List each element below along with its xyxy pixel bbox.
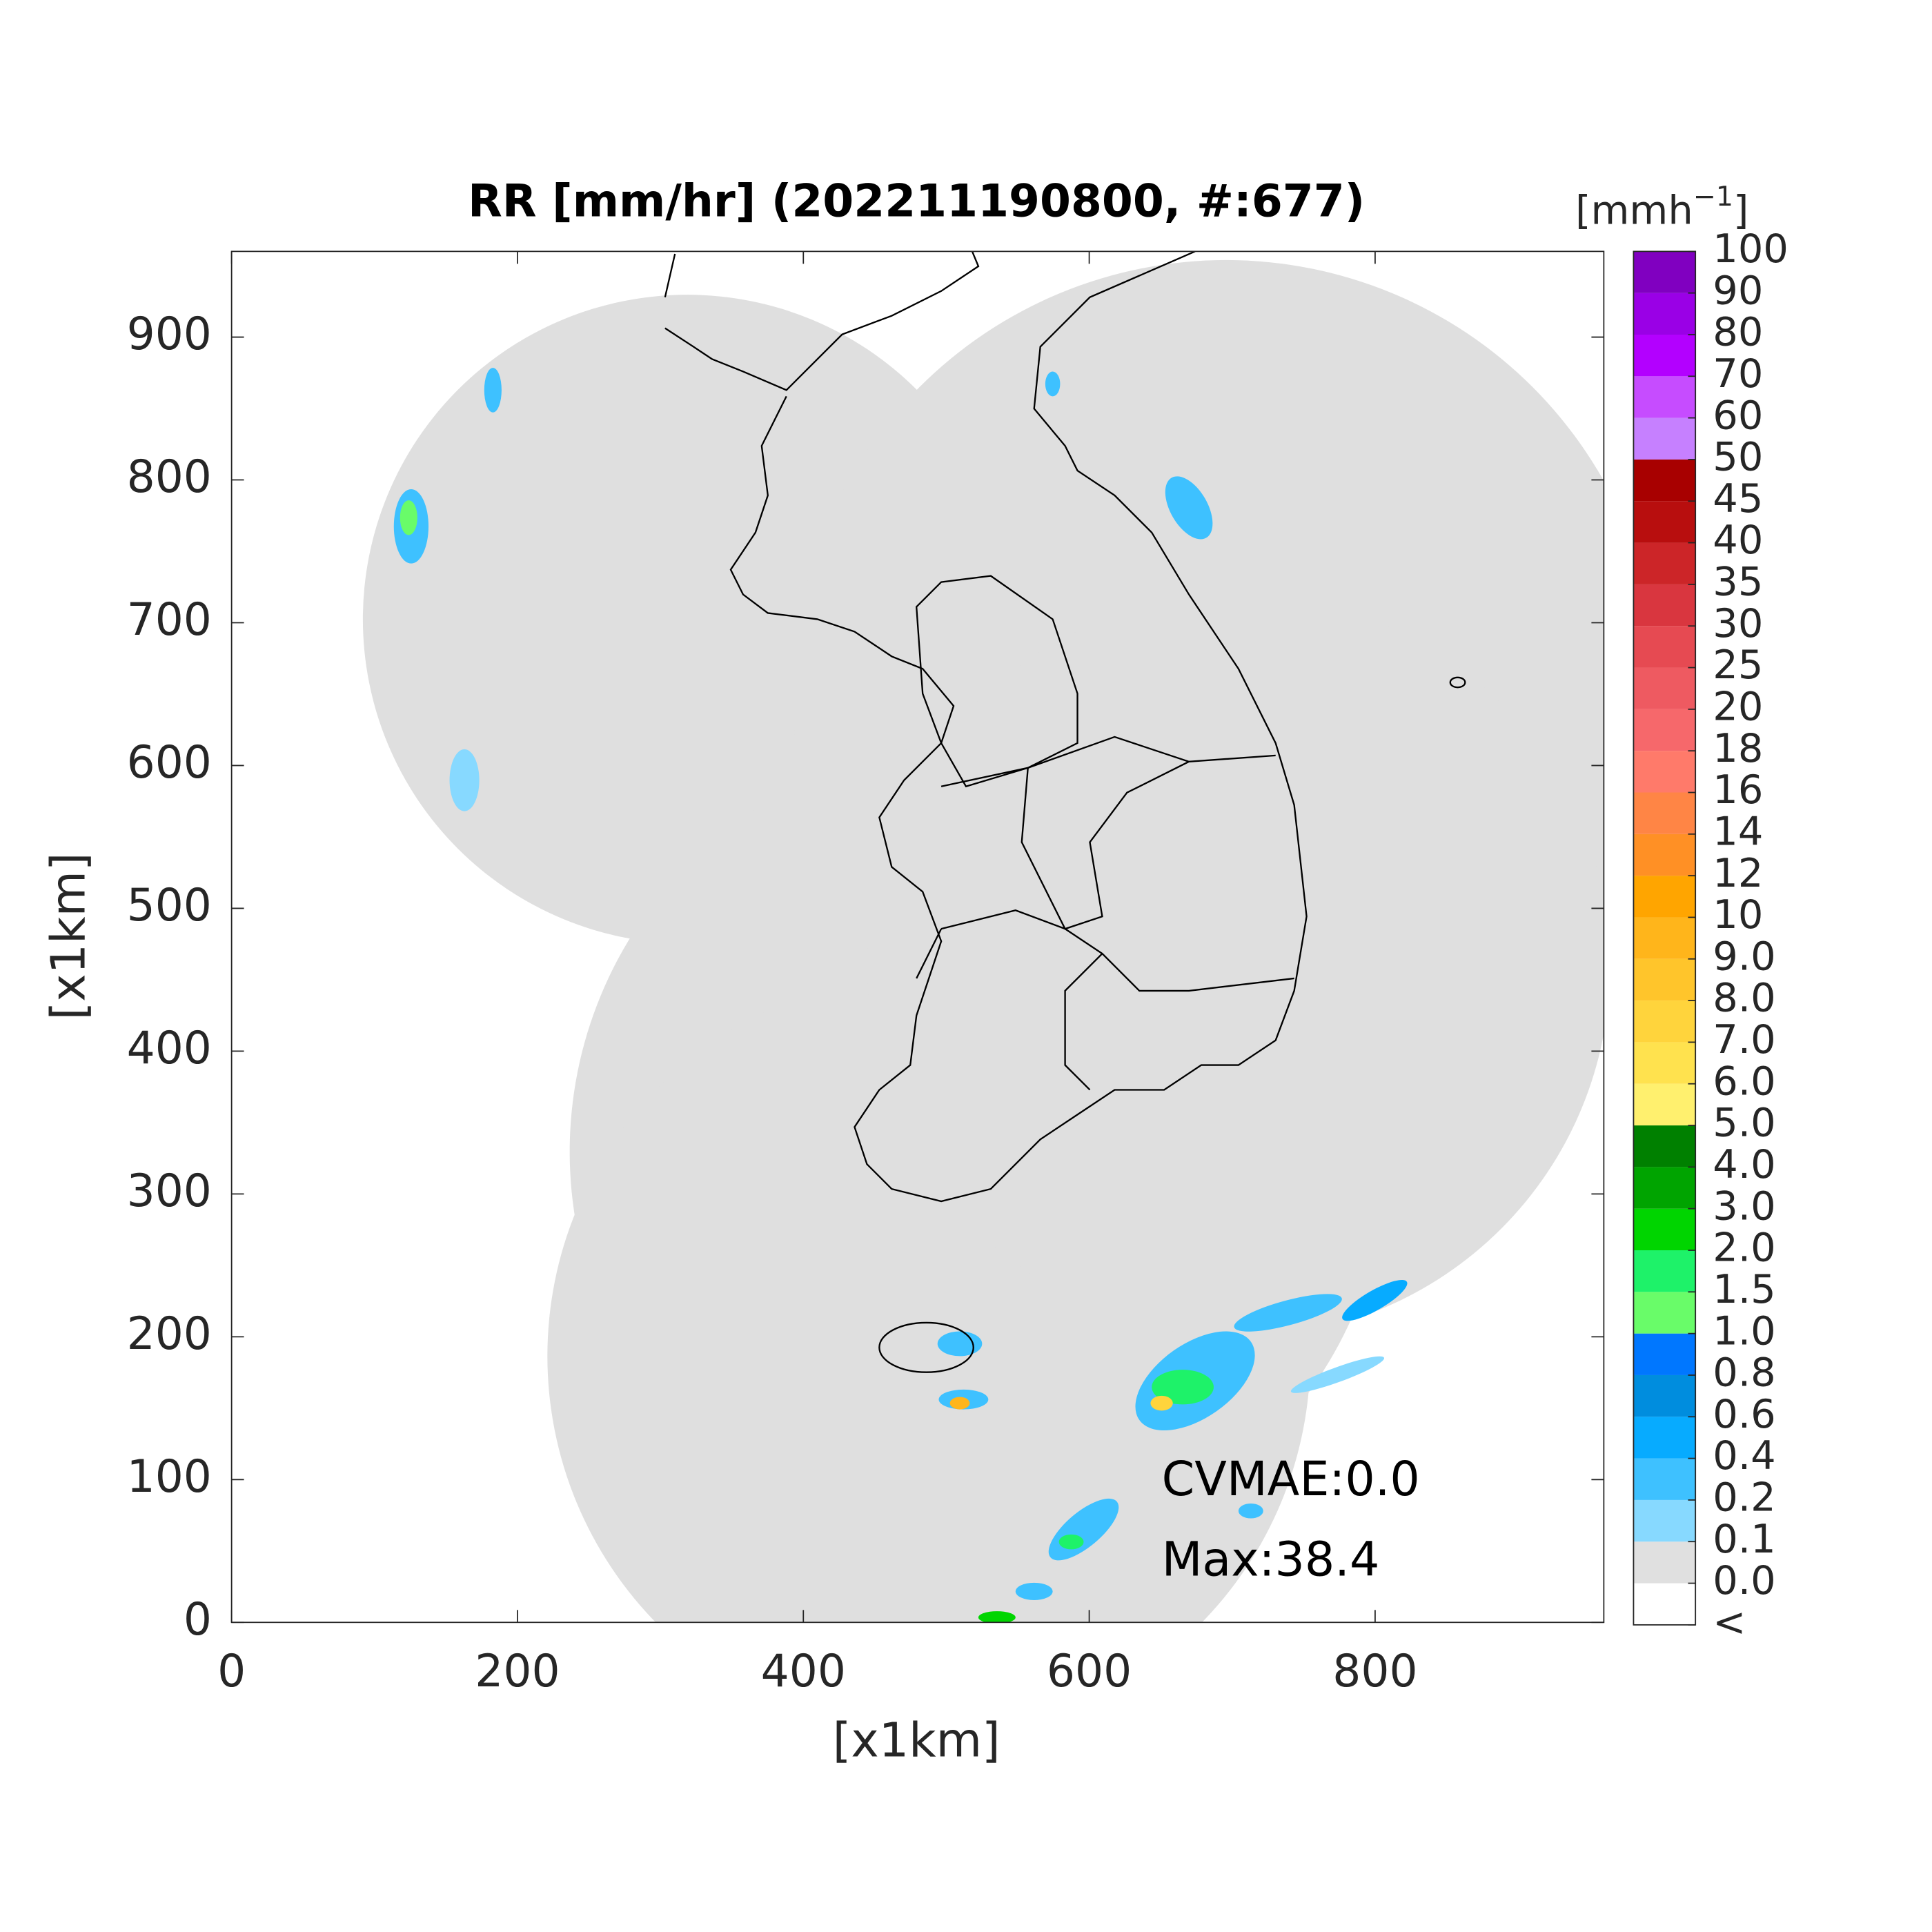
colorbar-segment (1633, 1292, 1696, 1334)
colorbar-segment (1633, 751, 1696, 793)
colorbar-tick-label: 8.0 (1713, 975, 1775, 1021)
colorbar-tick-label: 0.1 (1713, 1516, 1775, 1562)
colorbar-tick-label: 2.0 (1713, 1225, 1775, 1271)
colorbar-label-sup: −1 (1693, 181, 1733, 213)
colorbar-tick-label: 3.0 (1713, 1183, 1775, 1229)
x-tick-label: 200 (475, 1646, 560, 1697)
x-tick-label: 600 (1047, 1646, 1132, 1697)
colorbar-segment (1633, 334, 1696, 377)
colorbar-tick-label: 4.0 (1713, 1141, 1775, 1187)
annotation: CVMAE:0.0 (1162, 1452, 1420, 1507)
colorbar-segment (1633, 1417, 1696, 1459)
colorbar-segment (1633, 792, 1696, 834)
colorbar-tick-label: 16 (1713, 767, 1763, 813)
y-tick-label: 0 (184, 1594, 212, 1646)
colorbar-tick-label: 18 (1713, 725, 1763, 771)
colorbar-segment (1633, 459, 1696, 502)
colorbar-segment (1633, 1000, 1696, 1043)
y-axis-label: [x1km] (42, 852, 97, 1020)
x-tick-label: 0 (217, 1646, 246, 1697)
colorbar-tick-label: 6.0 (1713, 1058, 1775, 1104)
colorbar-tick-label: 50 (1713, 434, 1763, 480)
colorbar-tick-label: 0.8 (1713, 1350, 1775, 1396)
colorbar-segment (1633, 1125, 1696, 1167)
colorbar-segment (1633, 876, 1696, 918)
colorbar-segment (1633, 709, 1696, 751)
colorbar-segment (1633, 958, 1696, 1001)
colorbar-segment (1633, 1208, 1696, 1251)
colorbar-segment (1633, 1042, 1696, 1084)
colorbar-tick-label: 10 (1713, 891, 1763, 938)
colorbar-segment (1633, 1458, 1696, 1500)
colorbar-segment (1633, 626, 1696, 668)
y-tick-label: 800 (127, 451, 212, 503)
colorbar-tick-label: 90 (1713, 267, 1763, 313)
colorbar-tick-label: < (1713, 1599, 1746, 1645)
colorbar-tick-label: 100 (1713, 226, 1788, 272)
colorbar-tick-label: 40 (1713, 517, 1763, 563)
y-tick-label: 700 (127, 594, 212, 646)
colorbar-frame (1633, 250, 1697, 1626)
colorbar-tick-label: 60 (1713, 392, 1763, 438)
colorbar-tick-label: 80 (1713, 309, 1763, 355)
y-tick-label: 500 (127, 880, 212, 931)
colorbar-tick-label: 7.0 (1713, 1016, 1775, 1063)
colorbar-tick-label: 20 (1713, 683, 1763, 729)
annotation: Max:38.4 (1162, 1533, 1380, 1588)
y-tick-label: 600 (127, 737, 212, 789)
radar-coverage (362, 260, 1604, 1623)
y-tick-label: 100 (127, 1451, 212, 1503)
x-tick-label: 800 (1332, 1646, 1417, 1697)
colorbar-segment (1633, 1333, 1696, 1375)
colorbar-segment (1633, 1083, 1696, 1126)
colorbar-tick-label: 9.0 (1713, 933, 1775, 979)
colorbar-segment (1633, 1541, 1696, 1584)
colorbar-segment (1633, 293, 1696, 335)
colorbar-segment (1633, 1499, 1696, 1542)
colorbar-segment (1633, 1250, 1696, 1292)
coastline (664, 251, 1466, 1373)
colorbar-segment (1633, 584, 1696, 627)
colorbar-tick-label: 5.0 (1713, 1100, 1775, 1146)
x-tick-label: 400 (761, 1646, 846, 1697)
colorbar-segment (1633, 251, 1696, 293)
colorbar-label-end: ] (1733, 187, 1748, 233)
colorbar-segment (1633, 501, 1696, 543)
colorbar-tick-label: 70 (1713, 351, 1763, 397)
colorbar-segment (1633, 417, 1696, 460)
colorbar-tick-label: 1.5 (1713, 1266, 1775, 1312)
colorbar-tick-label: 30 (1713, 600, 1763, 647)
y-tick-label: 900 (127, 308, 212, 360)
colorbar-segment (1633, 376, 1696, 418)
colorbar-tick-label: 0.4 (1713, 1432, 1775, 1479)
colorbar-segment (1633, 1374, 1696, 1417)
colorbar-tick-label: 0.2 (1713, 1475, 1775, 1521)
colorbar-segment (1633, 1167, 1696, 1209)
colorbar-tick-label: 35 (1713, 559, 1763, 605)
colorbar-tick-label: 0.6 (1713, 1391, 1775, 1437)
plot-frame (230, 250, 1605, 1624)
colorbar-tick-label: 1.0 (1713, 1308, 1775, 1354)
colorbar-label: [mmh−1] (1575, 181, 1748, 234)
colorbar-tick-label: 45 (1713, 475, 1763, 522)
y-tick-label: 400 (127, 1023, 212, 1074)
colorbar-tick-label: 14 (1713, 808, 1763, 854)
rain-echoes (393, 368, 1408, 1623)
colorbar-segment (1633, 917, 1696, 959)
y-tick-label: 300 (127, 1165, 212, 1217)
colorbar-segment (1633, 1583, 1696, 1625)
colorbar-segment (1633, 834, 1696, 876)
chart-title: RR [mm/hr] (202211190800, #:677) (468, 176, 1365, 228)
colorbar-tick-label: 25 (1713, 642, 1763, 688)
y-tick-label: 200 (127, 1308, 212, 1360)
colorbar-tick-label: 0.0 (1713, 1557, 1775, 1604)
colorbar-label-text: [mmh (1575, 187, 1693, 233)
colorbar-segment (1633, 667, 1696, 709)
colorbar-segment (1633, 542, 1696, 584)
colorbar-tick-label: 12 (1713, 850, 1763, 896)
x-axis-label: [x1km] (833, 1714, 1000, 1768)
